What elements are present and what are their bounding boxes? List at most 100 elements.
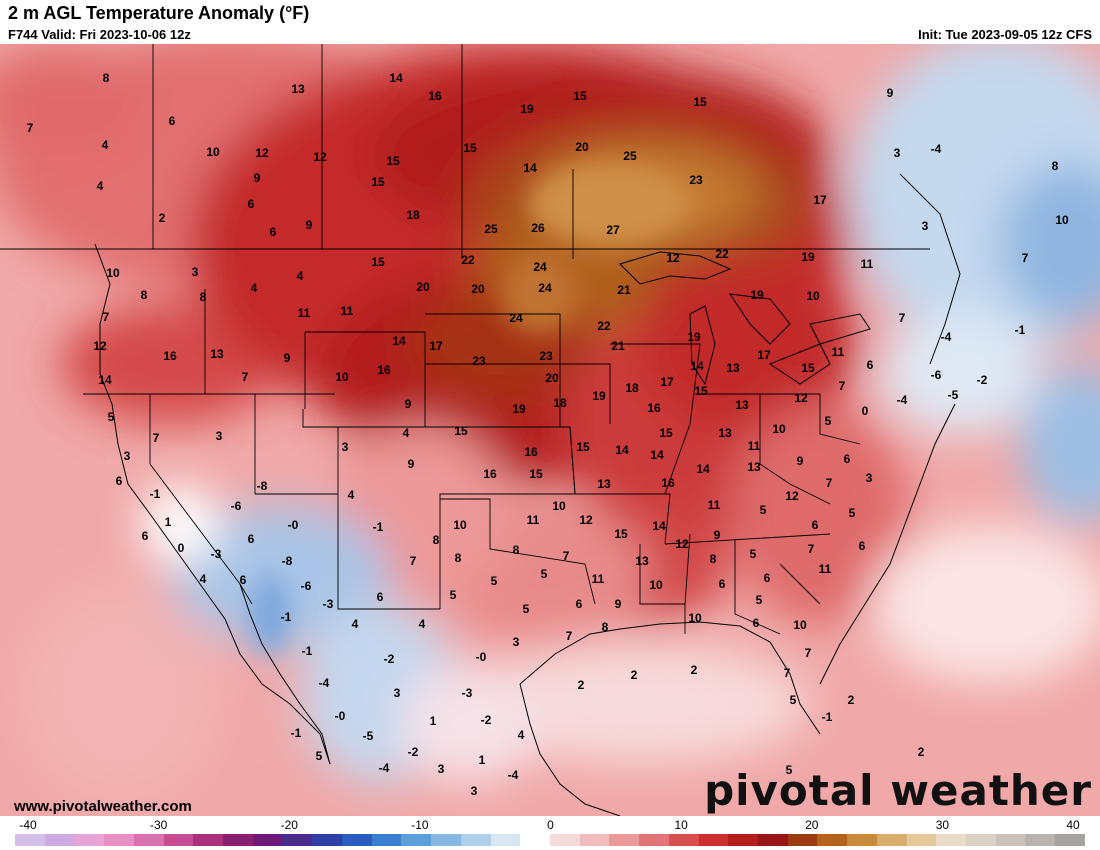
anomaly-label: 6 xyxy=(377,590,384,604)
anomaly-label: 19 xyxy=(592,389,606,403)
anomaly-label: 13 xyxy=(747,460,761,474)
colorbar-tick-label: 10 xyxy=(674,818,688,832)
anomaly-label: 4 xyxy=(102,138,109,152)
anomaly-label: 16 xyxy=(163,349,177,363)
anomaly-label: 14 xyxy=(98,373,112,387)
anomaly-label: 3 xyxy=(216,429,223,443)
anomaly-label: 8 xyxy=(513,543,520,557)
anomaly-label: 9 xyxy=(615,597,622,611)
anomaly-label: -2 xyxy=(408,745,419,759)
colorbar-swatch xyxy=(639,834,669,846)
anomaly-label: 5 xyxy=(849,506,856,520)
anomaly-label: 6 xyxy=(142,529,149,543)
anomaly-label: 14 xyxy=(652,519,666,533)
anomaly-label: 5 xyxy=(760,503,767,517)
anomaly-label: 5 xyxy=(541,567,548,581)
anomaly-label: -4 xyxy=(941,330,952,344)
anomaly-label: 16 xyxy=(428,89,442,103)
anomaly-label: -0 xyxy=(476,650,487,664)
website-credit: www.pivotalweather.com xyxy=(14,798,192,815)
valid-time: F744 Valid: Fri 2023-10-06 12z xyxy=(8,27,191,42)
anomaly-label: 12 xyxy=(675,537,689,551)
anomaly-label: 2 xyxy=(631,668,638,682)
anomaly-label: 7 xyxy=(784,666,791,680)
colorbar-swatch xyxy=(312,834,342,846)
colorbar-swatch xyxy=(817,834,848,846)
anomaly-label: 16 xyxy=(483,467,497,481)
colorbar-swatch xyxy=(74,834,105,846)
anomaly-label: 14 xyxy=(523,161,537,175)
anomaly-label: 12 xyxy=(255,146,269,160)
anomaly-label: 6 xyxy=(867,358,874,372)
anomaly-label: 2 xyxy=(578,678,585,692)
anomaly-label: -3 xyxy=(462,686,473,700)
anomaly-label: 5 xyxy=(108,410,115,424)
anomaly-label: -0 xyxy=(288,518,299,532)
map-header: 2 m AGL Temperature Anomaly (°F) F744 Va… xyxy=(0,0,1100,44)
colorbar-swatch xyxy=(549,834,580,846)
anomaly-label: 13 xyxy=(718,426,732,440)
anomaly-label: 5 xyxy=(756,593,763,607)
anomaly-label: -4 xyxy=(508,768,519,782)
anomaly-label: 8 xyxy=(103,71,110,85)
colorbar-swatch xyxy=(282,834,313,846)
colorbar-swatch xyxy=(163,834,194,846)
anomaly-label: 15 xyxy=(614,527,628,541)
anomaly-label: 11 xyxy=(527,513,540,527)
anomaly-label: 10 xyxy=(106,266,120,280)
colorbar-swatch xyxy=(936,834,966,846)
anomaly-label: -4 xyxy=(319,676,330,690)
anomaly-label: 8 xyxy=(1052,159,1059,173)
anomaly-label: -4 xyxy=(931,142,942,156)
colorbar-swatch xyxy=(698,834,729,846)
anomaly-label: -1 xyxy=(302,644,313,658)
map-title: 2 m AGL Temperature Anomaly (°F) xyxy=(8,3,310,23)
anomaly-label: 6 xyxy=(844,452,851,466)
anomaly-label: 4 xyxy=(297,269,304,283)
anomaly-label: 10 xyxy=(1055,213,1069,227)
anomaly-label: 6 xyxy=(270,225,277,239)
anomaly-label: -1 xyxy=(281,610,292,624)
anomaly-label: 17 xyxy=(813,193,827,207)
anomaly-label: 6 xyxy=(248,532,255,546)
anomaly-label: 9 xyxy=(306,218,313,232)
anomaly-label: 11 xyxy=(819,562,832,576)
anomaly-label: 14 xyxy=(690,359,704,373)
anomaly-label: -3 xyxy=(211,547,222,561)
anomaly-label: 15 xyxy=(801,361,815,375)
anomaly-label: -2 xyxy=(977,373,988,387)
anomaly-label: 13 xyxy=(735,398,749,412)
anomaly-label: 14 xyxy=(392,334,406,348)
anomaly-label: 3 xyxy=(866,471,873,485)
anomaly-label: 19 xyxy=(801,250,815,264)
anomaly-label: 9 xyxy=(797,454,804,468)
anomaly-label: 7 xyxy=(103,310,110,324)
anomaly-label: 13 xyxy=(210,347,224,361)
anomaly-label: 21 xyxy=(611,339,625,353)
colorbar-swatch xyxy=(371,834,402,846)
colorbar-swatch xyxy=(341,834,372,846)
anomaly-label: 10 xyxy=(806,289,820,303)
anomaly-label: 8 xyxy=(141,288,148,302)
anomaly-label: 4 xyxy=(348,488,355,502)
colorbar-swatch xyxy=(609,834,640,846)
anomaly-label: 7 xyxy=(899,311,906,325)
anomaly-label: 4 xyxy=(97,179,104,193)
init-time: Init: Tue 2023-09-05 12z CFS xyxy=(918,27,1092,42)
anomaly-label: 12 xyxy=(313,150,327,164)
colorbar-swatch xyxy=(966,834,996,846)
anomaly-label: 6 xyxy=(576,597,583,611)
colorbar-swatch xyxy=(995,834,1026,846)
anomaly-map: 8 7 6 13 14 16 19 15 15 9 4 10 12 12 15 15 20 25 3 -4 8 4 9 15 1… xyxy=(0,44,1100,816)
anomaly-label: 16 xyxy=(647,401,661,415)
colorbar-swatch xyxy=(757,834,788,846)
anomaly-label: -1 xyxy=(150,487,161,501)
colorbar-swatch xyxy=(906,834,937,846)
anomaly-label: 7 xyxy=(242,370,249,384)
anomaly-label: 15 xyxy=(463,141,477,155)
colorbar-tick-label: -20 xyxy=(280,818,298,832)
anomaly-label: 26 xyxy=(531,221,545,235)
anomaly-label: 5 xyxy=(491,574,498,588)
anomaly-label: 11 xyxy=(748,439,761,453)
